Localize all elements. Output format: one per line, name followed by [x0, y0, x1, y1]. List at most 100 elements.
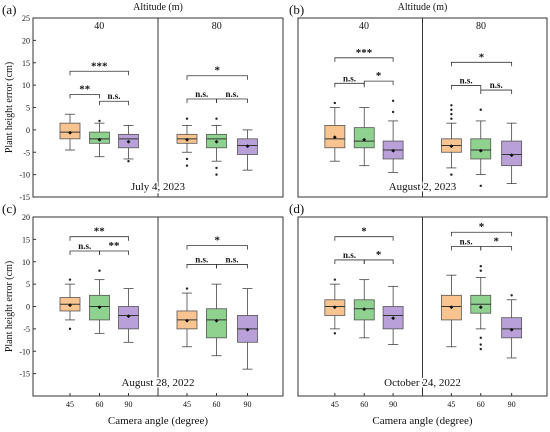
outlier-point: [479, 347, 482, 351]
box-mean-marker: ◆: [510, 152, 514, 158]
box-90: ◆ 90: [501, 294, 523, 409]
box-iqr: [118, 306, 139, 330]
significance-bracket: n.s.: [216, 89, 248, 103]
significance-label: n.s.: [78, 241, 91, 251]
y-tick-label: 10: [22, 81, 30, 90]
significance-bracket: **: [69, 226, 129, 241]
significance-label: n.s.: [460, 237, 473, 247]
panel-4: (d) October 24, 2022 ◆ 45 ◆ 60 ◆ 90 n.s. * * ◆ 45 ◆ 60…: [289, 201, 548, 427]
bracket-line: [334, 57, 394, 62]
bracket-line: [186, 264, 217, 269]
significance-label: n.s.: [107, 91, 120, 101]
outlier-point: [68, 278, 72, 281]
box-60: ◆: [353, 107, 375, 167]
box-iqr: [324, 125, 346, 149]
significance-label: ***: [91, 60, 108, 72]
panel-date: October 24, 2022: [384, 377, 461, 389]
significance-label: n.s.: [195, 89, 208, 99]
box-mean-marker: ◆: [362, 307, 366, 313]
box-mean-marker: ◆: [510, 327, 514, 333]
bracket-line: [69, 94, 100, 99]
outlier-point: [479, 336, 482, 340]
x-tick-label: 60: [477, 400, 485, 409]
y-axis-label: Plant height error (cm): [4, 62, 15, 153]
box-iqr: [59, 122, 81, 140]
box-iqr: [353, 299, 375, 321]
box-mean-marker: ◆: [246, 144, 250, 150]
y-tick-label: 5: [26, 104, 30, 113]
outlier-point: [479, 343, 482, 346]
bracket-line: [480, 89, 513, 95]
outlier-point: [479, 184, 482, 188]
outlier-point: [479, 108, 482, 111]
bracket-line: [450, 61, 513, 67]
significance-label: *: [479, 51, 485, 63]
outlier-point: [215, 117, 218, 120]
bracket-line: [69, 70, 129, 76]
box-mean-marker: ◆: [391, 148, 395, 154]
y-tick-label: 0: [26, 303, 30, 312]
significance-label: n.s.: [343, 73, 356, 83]
box-iqr: [324, 299, 346, 316]
significance-bracket: **: [69, 84, 100, 99]
x-tick-label: 90: [508, 400, 516, 409]
box-iqr: [353, 127, 375, 149]
panel-letter: (a): [2, 2, 16, 17]
box-45: ◆ 45: [59, 278, 81, 409]
outlier-point: [450, 173, 453, 176]
box-90: ◆: [118, 125, 139, 163]
box-45: ◆: [176, 117, 198, 167]
significance-bracket: *: [186, 65, 248, 80]
panel-2: (b) Altitude (m) 40 80 August 2, 2023 ◆ ◆ ◆ n.s.…: [289, 2, 548, 198]
x-axis-label: Camera angle (degree): [372, 415, 472, 427]
significance-label: ***: [356, 47, 373, 59]
y-axis-label: Plant height error (cm): [4, 261, 15, 352]
y-tick-label: -5: [23, 325, 30, 334]
y-tick-label: -15: [19, 193, 30, 202]
outlier-point: [450, 113, 453, 116]
box-90: ◆: [501, 122, 523, 184]
significance-bracket: ***: [69, 60, 129, 76]
significance-bracket: n.s.: [334, 250, 365, 264]
x-tick-label: 90: [389, 400, 397, 409]
panel-3: (c) -15 -10 -5 0 5 10 15 20 Plant height error (c…: [2, 201, 284, 427]
altitude-tick-label: 80: [476, 21, 486, 32]
bracket-line: [69, 236, 129, 241]
significance-bracket: *: [450, 51, 513, 67]
bracket-line: [450, 246, 482, 251]
box-60: ◆: [470, 108, 492, 188]
significance-label: n.s.: [225, 254, 238, 264]
y-tick-label: -5: [23, 148, 30, 157]
y-tick-label: -15: [19, 370, 30, 379]
significance-bracket: *: [363, 70, 394, 86]
box-mean-marker: ◆: [98, 305, 102, 311]
y-tick-label: 20: [22, 36, 30, 45]
outlier-point: [391, 110, 395, 114]
box-45: ◆: [59, 113, 81, 151]
box-iqr: [206, 308, 227, 339]
x-tick-label: 60: [96, 400, 104, 409]
significance-bracket: n.s.: [186, 89, 217, 103]
box-mean-marker: ◆: [98, 137, 102, 143]
box-mean-marker: ◆: [68, 130, 72, 136]
box-60: ◆ 60: [89, 269, 110, 409]
box-mean-marker: ◆: [333, 135, 337, 141]
outlier-point: [333, 278, 337, 281]
outlier-point: [450, 117, 453, 120]
bracket-line: [216, 264, 248, 269]
outlier-point: [333, 332, 337, 335]
y-tick-label: 20: [22, 213, 30, 222]
y-tick-label: -10: [19, 171, 30, 180]
box-60: ◆: [206, 117, 227, 176]
bracket-line: [186, 98, 217, 103]
y-tick-label: 25: [22, 14, 30, 23]
significance-bracket: *: [363, 249, 394, 264]
significance-bracket: n.s.: [99, 91, 129, 106]
box-45: ◆ 45: [324, 278, 346, 409]
outlier-point: [215, 166, 218, 170]
x-tick-label: 90: [125, 400, 133, 409]
bracket-line: [363, 259, 394, 264]
box-45: ◆: [324, 101, 346, 162]
box-mean-marker: ◆: [215, 139, 219, 145]
